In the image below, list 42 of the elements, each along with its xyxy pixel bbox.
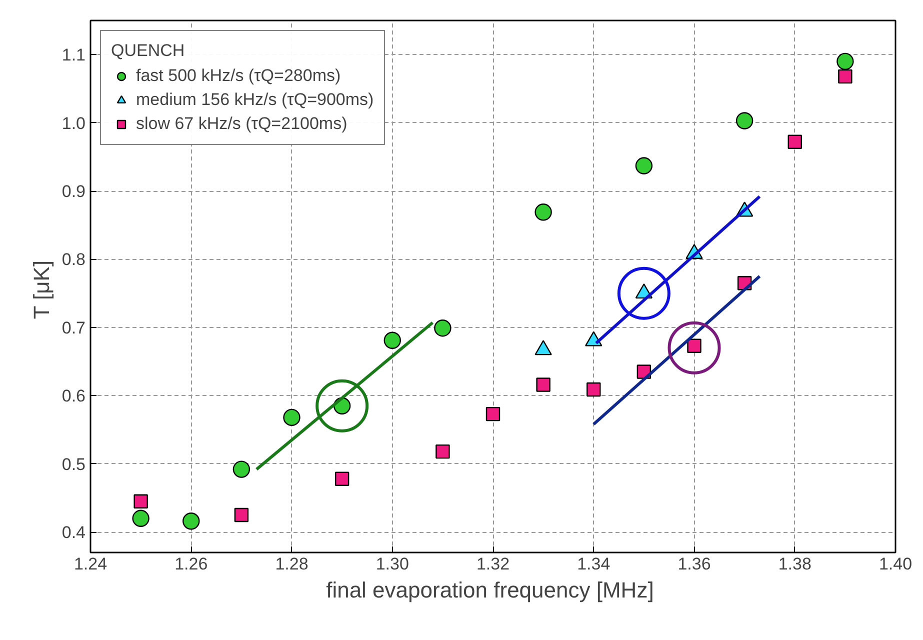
x-tick-label: 1.30 — [376, 554, 409, 574]
y-tick-label: 0.4 — [62, 523, 86, 542]
point — [635, 157, 653, 174]
x-tick-label: 1.40 — [878, 554, 912, 574]
y-tick-label: 0.6 — [62, 386, 86, 406]
point — [586, 382, 601, 397]
x-axis-title: final evaporation frequency [MHz] — [326, 578, 654, 602]
y-tick-label: 0.9 — [62, 182, 86, 202]
x-tick-label: 1.36 — [678, 554, 711, 574]
point — [534, 204, 552, 221]
y-tick-label: 0.8 — [62, 250, 86, 270]
x-tick-label: 1.26 — [174, 554, 208, 574]
point — [836, 52, 854, 70]
point — [486, 406, 500, 422]
x-tick-label: 1.34 — [577, 554, 610, 574]
x-tick-label: 1.32 — [476, 554, 510, 574]
point — [182, 512, 200, 530]
point — [434, 320, 452, 337]
point — [134, 494, 148, 508]
x-tick-label: 1.38 — [778, 554, 812, 574]
point — [384, 332, 401, 349]
legend-label: fast 500 kHz/s (τQ=280ms) — [136, 66, 341, 86]
y-axis-title: T [μK] — [28, 260, 54, 320]
legend-label: slow 67 kHz/s (τQ=2100ms) — [136, 114, 348, 134]
point — [334, 472, 350, 486]
y-tick-label: 0.7 — [62, 318, 86, 338]
point — [436, 444, 450, 459]
point — [736, 112, 754, 130]
y-tick-label: 1.0 — [62, 114, 86, 133]
point — [232, 460, 250, 478]
point — [788, 134, 802, 150]
point — [838, 69, 852, 84]
legend-label: medium 156 kHz/s (τQ=900ms) — [136, 90, 374, 110]
x-tick-label: 1.24 — [74, 554, 108, 574]
y-tick-label: 1.1 — [62, 46, 86, 65]
legend-title: QUENCH — [111, 41, 186, 61]
point — [234, 508, 249, 522]
point — [283, 408, 300, 426]
y-tick-label: 0.5 — [62, 454, 86, 474]
point — [536, 378, 550, 392]
point — [132, 510, 150, 527]
x-tick-label: 1.28 — [275, 554, 308, 574]
